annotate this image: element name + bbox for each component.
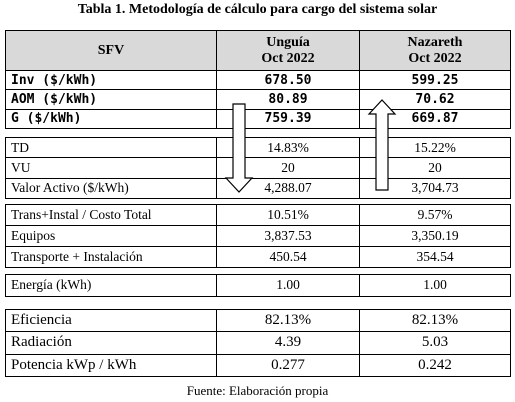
row-label: Potencia kWp / kWh (5, 353, 217, 377)
row-value: 80.89 (216, 89, 360, 110)
row-label: Trans+Instal / Costo Total (5, 204, 217, 226)
column-date: Oct 2022 (408, 50, 462, 66)
row-value: 70.62 (359, 89, 511, 110)
row-value: 3,704.73 (359, 177, 511, 199)
row-value: 599.25 (359, 70, 511, 91)
header-cell: Nazareth Oct 2022 (359, 30, 511, 71)
row-value: 3,837.53 (216, 225, 360, 247)
row-value: 678.50 (216, 70, 360, 91)
row-value: 354.54 (359, 246, 511, 268)
row-value: 20 (216, 157, 360, 179)
row-value: 1.00 (216, 274, 360, 297)
row-value: 0.242 (359, 353, 511, 377)
row-value: 15.22% (359, 137, 511, 159)
table-title: Tabla 1. Metodología de cálculo para car… (77, 2, 438, 17)
row-value: 5.03 (359, 331, 511, 355)
row-value: 14.83% (216, 137, 360, 159)
row-value: 10.51% (216, 204, 360, 226)
row-label: G ($/kWh) (5, 108, 217, 130)
row-label: Valor Activo ($/kWh) (5, 177, 217, 199)
row-label: Radiación (5, 331, 217, 355)
row-value: 9.57% (359, 204, 511, 226)
column-name: Nazareth (407, 34, 463, 50)
row-label: Equipos (5, 225, 217, 247)
row-value: 3,350.19 (359, 225, 511, 247)
row-label: Inv ($/kWh) (5, 70, 217, 91)
row-label: Eficiencia (5, 309, 217, 333)
header-cell: Unguía Oct 2022 (216, 30, 360, 71)
row-value: 1.00 (359, 274, 511, 297)
table-source: Fuente: Elaboración propia (186, 383, 329, 398)
row-label: VU (5, 157, 217, 179)
row-value: 20 (359, 157, 511, 179)
row-label: Energía (kWh) (5, 274, 217, 297)
row-value: 82.13% (216, 309, 360, 333)
row-label: Transporte + Instalación (5, 246, 217, 268)
row-value: 0.277 (216, 353, 360, 377)
row-value: 759.39 (216, 108, 360, 130)
row-value: 4.39 (216, 331, 360, 355)
row-value: 82.13% (359, 309, 511, 333)
row-label: AOM ($/kWh) (5, 89, 217, 110)
row-value: 4,288.07 (216, 177, 360, 199)
column-date: Oct 2022 (261, 50, 315, 66)
header-cell: SFV (5, 30, 217, 71)
column-name: Unguía (266, 34, 310, 50)
row-value: 669.87 (359, 108, 511, 130)
row-value: 450.54 (216, 246, 360, 268)
row-label: TD (5, 137, 217, 159)
